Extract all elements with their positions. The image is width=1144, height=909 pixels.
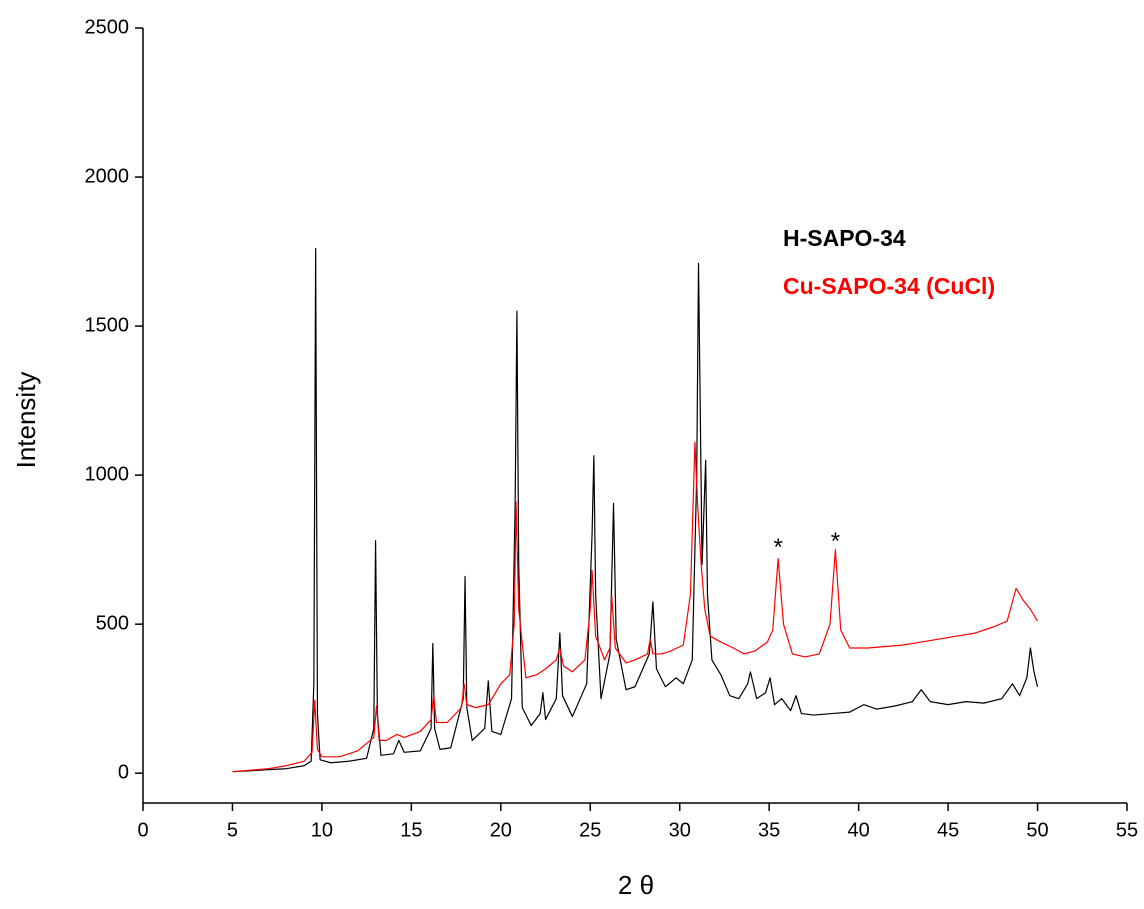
annotation: *: [831, 528, 840, 555]
x-tick-label: 40: [848, 819, 870, 841]
x-tick-label: 55: [1116, 819, 1138, 841]
x-tick-label: 10: [311, 819, 333, 841]
x-tick-label: 50: [1026, 819, 1048, 841]
x-tick-label: 20: [490, 819, 512, 841]
y-tick-label: 2500: [85, 16, 130, 38]
x-tick-label: 30: [669, 819, 691, 841]
x-tick-label: 45: [937, 819, 959, 841]
x-tick-label: 25: [579, 819, 601, 841]
legend-entry: Cu-SAPO-34 (CuCl): [783, 273, 995, 299]
y-tick-label: 500: [96, 612, 129, 634]
y-axis-label: Intensity: [11, 372, 41, 469]
series-line: [232, 441, 1039, 773]
x-tick-label: 0: [137, 819, 148, 841]
legend-entry: H-SAPO-34: [783, 225, 906, 251]
x-tick-label: 15: [400, 819, 422, 841]
y-tick-label: 0: [118, 761, 129, 783]
y-tick-label: 1500: [85, 314, 130, 336]
x-tick-label: 35: [758, 819, 780, 841]
x-axis-label: 2 θ: [618, 870, 654, 900]
y-tick-label: 2000: [85, 165, 130, 187]
annotation: *: [773, 534, 782, 561]
series-line: [232, 247, 1039, 773]
y-tick-label: 1000: [85, 463, 130, 485]
x-tick-label: 5: [227, 819, 238, 841]
